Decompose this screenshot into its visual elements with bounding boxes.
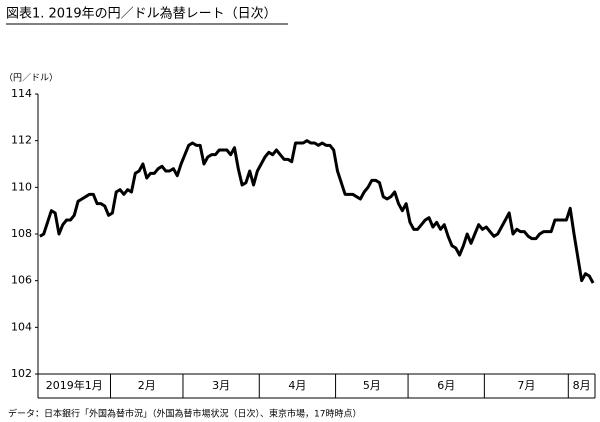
- x-tick-label: 7月: [517, 379, 535, 392]
- source-note: データ：日本銀行「外国為替市況」（外国為替市場状況（日次）、東京市場，17時時点…: [8, 408, 361, 420]
- x-tick-label: 5月: [363, 379, 381, 392]
- x-tick-label: 2019年1月: [46, 378, 103, 392]
- y-unit-label: （円／ドル）: [4, 73, 58, 84]
- y-tick-label: 102: [11, 367, 32, 380]
- y-tick-label: 108: [11, 227, 32, 240]
- x-tick-label: 2月: [138, 379, 156, 392]
- chart-title: 図表1. 2019年の円／ドル為替レート（日次）: [6, 6, 277, 22]
- x-tick-label: 3月: [212, 379, 230, 392]
- x-tick-label: 8月: [573, 379, 591, 392]
- y-tick-label: 106: [11, 274, 32, 287]
- y-tick-label: 104: [11, 320, 32, 333]
- y-tick-label: 114: [11, 87, 32, 100]
- y-tick-label: 112: [11, 134, 32, 147]
- x-tick-label: 6月: [437, 379, 455, 392]
- x-tick-label: 4月: [288, 379, 306, 392]
- y-tick-label: 110: [11, 180, 32, 193]
- rate-line: [39, 139, 595, 284]
